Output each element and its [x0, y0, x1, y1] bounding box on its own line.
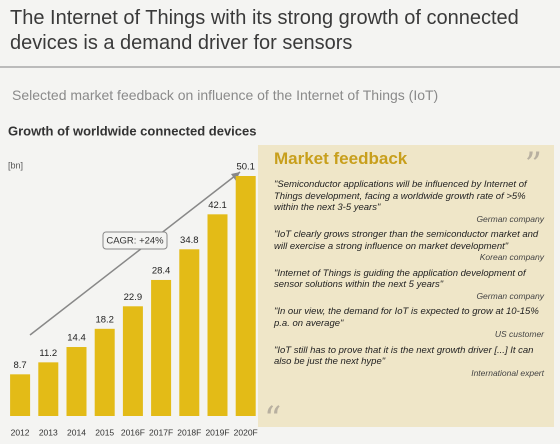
quote-icon: ”	[524, 145, 542, 185]
value-label: 18.2	[95, 314, 114, 325]
bar	[151, 279, 172, 416]
x-tick-label: 2012	[11, 427, 30, 437]
x-tick-label: 2017F	[149, 427, 173, 437]
value-label: 22.9	[124, 292, 143, 303]
value-label: 11.2	[39, 348, 57, 359]
quote-source: US customer	[494, 329, 544, 339]
slide-subtitle: Selected market feedback on influence of…	[12, 87, 439, 103]
quote-text: "IoT clearly grows stronger than the sem…	[274, 229, 539, 252]
x-tick-label: 2019F	[205, 427, 229, 437]
divider	[0, 66, 560, 68]
quote-text: "Semiconductor applications will be infl…	[274, 179, 527, 213]
value-label: 14.4	[67, 333, 86, 344]
bar	[207, 214, 228, 416]
x-tick-label: 2014	[67, 427, 86, 437]
unit-label: [bn]	[8, 160, 23, 170]
arrow-head	[231, 172, 240, 181]
bar	[122, 306, 143, 416]
bar	[179, 249, 200, 416]
x-tick-label: 2020F	[234, 427, 258, 437]
quote: "Semiconductor applications will be infl…	[274, 179, 544, 225]
slide-title: The Internet of Things with its strong g…	[10, 7, 519, 54]
quote: "Internet of Things is guiding the appli…	[274, 268, 544, 303]
quote-list: "Semiconductor applications will be infl…	[274, 179, 544, 383]
quote-text: "IoT still has to prove that it is the n…	[274, 344, 534, 368]
value-label: 28.4	[152, 265, 171, 276]
quote: "IoT clearly grows stronger than the sem…	[274, 229, 544, 264]
trend-arrow	[29, 171, 241, 336]
x-tick-label: 2013	[39, 427, 58, 437]
x-tick-label: 2015	[95, 427, 114, 437]
quote-source: German company	[476, 290, 544, 301]
chart: Growth of worldwide connected devices [b…	[8, 123, 258, 437]
quote: "In our view, the demand for IoT is expe…	[274, 306, 544, 341]
quote-source: International expert	[471, 367, 544, 378]
quote-text: "In our view, the demand for IoT is expe…	[274, 306, 539, 329]
x-tick-label: 2016F	[121, 427, 145, 437]
feedback-box: Market feedback ” "Semiconductor applica…	[258, 145, 554, 439]
value-label: 34.8	[180, 235, 199, 246]
bar	[10, 374, 31, 416]
quote-source: Korean company	[479, 252, 544, 262]
quote-text: "Internet of Things is guiding the appli…	[274, 267, 526, 291]
bar	[235, 176, 256, 416]
bar	[66, 347, 87, 416]
bar	[94, 328, 115, 416]
value-label: 42.1	[208, 200, 227, 211]
x-tick-label: 2018F	[177, 427, 201, 437]
quote-source: German company	[476, 213, 544, 224]
annotation-box	[102, 231, 168, 250]
value-label: 50.1	[236, 162, 255, 173]
quote: "IoT still has to prove that it is the n…	[274, 345, 544, 380]
value-label: 8.7	[13, 360, 26, 371]
bar	[38, 362, 59, 416]
quote-icon: “	[264, 399, 282, 439]
annotation: CAGR: +24%	[106, 236, 164, 247]
chart-title: Growth of worldwide connected devices	[8, 123, 257, 138]
feedback-title: Market feedback	[274, 149, 408, 168]
